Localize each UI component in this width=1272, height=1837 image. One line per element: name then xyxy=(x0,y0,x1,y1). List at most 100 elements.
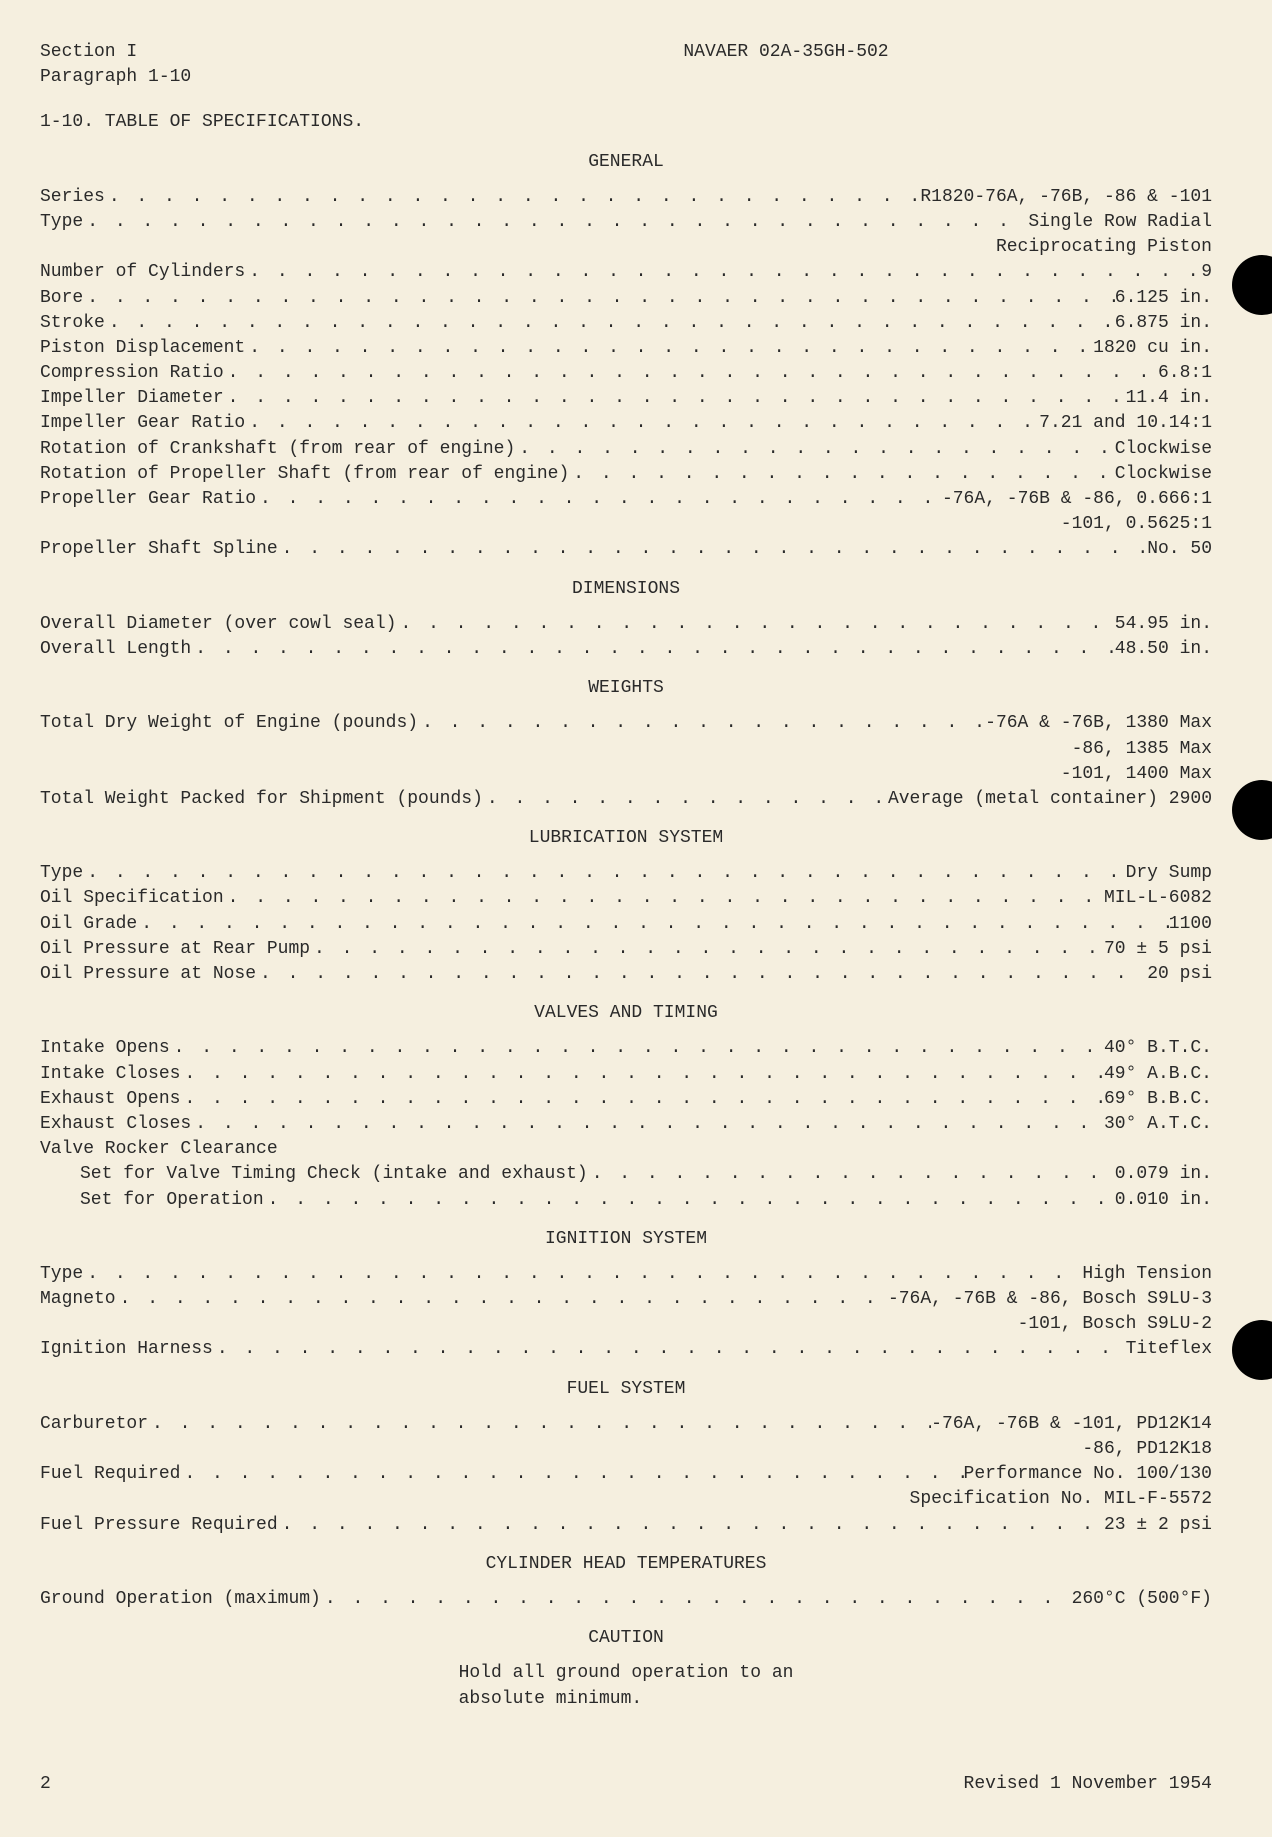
leader-dots: . . . . . . . . . . . . . . . . . . . . … xyxy=(515,437,1115,462)
spec-row: Intake Closes. . . . . . . . . . . . . .… xyxy=(40,1062,1212,1087)
spec-value: 69° B.B.C. xyxy=(1104,1087,1212,1112)
spec-row: Overall Diameter (over cowl seal). . . .… xyxy=(40,612,1212,637)
spec-label: Oil Pressure at Nose xyxy=(40,962,256,987)
spec-group-weights: Total Dry Weight of Engine (pounds). . .… xyxy=(40,711,1212,812)
spec-value: 1100 xyxy=(1169,912,1212,937)
spec-label: Propeller Shaft Spline xyxy=(40,537,278,562)
revision-date: Revised 1 November 1954 xyxy=(964,1772,1212,1797)
spec-row: Set for Operation. . . . . . . . . . . .… xyxy=(40,1188,1212,1213)
spec-group-fuel: Carburetor . . . . . . . . . . . . . . . … xyxy=(40,1412,1212,1538)
section-heading-weights: WEIGHTS xyxy=(40,676,1212,701)
spec-label: Exhaust Closes xyxy=(40,1112,191,1137)
leader-dots: . . . . . . . . . . . . . . . . . . . . … xyxy=(105,311,1115,336)
spec-label: Rotation of Propeller Shaft (from rear o… xyxy=(40,462,569,487)
section-heading-ignition: IGNITION SYSTEM xyxy=(40,1227,1212,1252)
paragraph-label: Paragraph 1-10 xyxy=(40,65,360,90)
spec-value: 49° A.B.C. xyxy=(1104,1062,1212,1087)
spec-group-cht: Ground Operation (maximum). . . . . . . … xyxy=(40,1587,1212,1612)
spec-value: Clockwise xyxy=(1115,437,1212,462)
spec-row: Fuel Required. . . . . . . . . . . . . .… xyxy=(40,1462,1212,1487)
leader-dots: . . . . . . . . . . . . . . . . . . . . … xyxy=(213,1337,1126,1362)
spec-value: -76A, -76B & -101, PD12K14 xyxy=(931,1412,1212,1437)
leader-dots: . . . . . . . . . . . . . . . . . . . . … xyxy=(278,537,1148,562)
leader-dots: . . . . . . . . . . . . . . . . . . . . … xyxy=(180,1462,963,1487)
spec-label: Magneto xyxy=(40,1287,116,1312)
spec-label: Stroke xyxy=(40,311,105,336)
spec-value: 11.4 in. xyxy=(1126,386,1212,411)
spec-row: Oil Pressure at Rear Pump. . . . . . . .… xyxy=(40,937,1212,962)
spec-row: Intake Opens. . . . . . . . . . . . . . … xyxy=(40,1036,1212,1061)
leader-dots: . . . . . . . . . . . . . . . . . . . . … xyxy=(83,286,1115,311)
spec-value: 1820 cu in. xyxy=(1093,336,1212,361)
spec-row: Oil Specification. . . . . . . . . . . .… xyxy=(40,886,1212,911)
leader-dots: . . . . . . . . . . . . . . . . . . . . … xyxy=(224,386,1126,411)
leader-dots: . . . . . . . . . . . . . . . . . . . . … xyxy=(256,962,1147,987)
spec-value: Performance No. 100/130 xyxy=(964,1462,1212,1487)
spec-value: -76A, -76B & -86, 0.666:1 xyxy=(942,487,1212,512)
spec-value: 40° B.T.C. xyxy=(1104,1036,1212,1061)
leader-dots: . . . . . . . . . . . . . . . . . . . . … xyxy=(256,487,942,512)
leader-dots: . . . . . . . . . . . . . . . . . . . . … xyxy=(245,411,1039,436)
leader-dots: . . . . . . . . . . . . . . . . . . . . … xyxy=(83,210,1028,235)
spec-value: 9 xyxy=(1201,260,1212,285)
spec-row: Ground Operation (maximum). . . . . . . … xyxy=(40,1587,1212,1612)
spec-value: -76A, -76B & -86, Bosch S9LU-3 xyxy=(888,1287,1212,1312)
spec-label: Fuel Required xyxy=(40,1462,180,1487)
leader-dots: . . . . . . . . . . . . . . . . . . . . … xyxy=(83,1262,1082,1287)
spec-value: 260°C (500°F) xyxy=(1072,1587,1212,1612)
spec-continuation: Reciprocating Piston xyxy=(40,235,1212,260)
section-heading-lubrication: LUBRICATION SYSTEM xyxy=(40,826,1212,851)
document-number: NAVAER 02A-35GH-502 xyxy=(360,40,1212,90)
caution-block: Hold all ground operation to an absolute… xyxy=(40,1661,1212,1711)
spec-row: Exhaust Opens. . . . . . . . . . . . . .… xyxy=(40,1087,1212,1112)
spec-row: Ignition Harness. . . . . . . . . . . . … xyxy=(40,1337,1212,1362)
spec-label: Intake Closes xyxy=(40,1062,180,1087)
spec-label: Impeller Diameter xyxy=(40,386,224,411)
spec-row: Stroke. . . . . . . . . . . . . . . . . … xyxy=(40,311,1212,336)
spec-value: 70 ± 5 psi xyxy=(1104,937,1212,962)
page-number: 2 xyxy=(40,1772,51,1797)
spec-label: Oil Grade xyxy=(40,912,137,937)
spec-continuation: -86, 1385 Max xyxy=(40,737,1212,762)
leader-dots: . . . . . . . . . . . . . . . . . . . . … xyxy=(191,1112,1104,1137)
spec-row: Propeller Gear Ratio. . . . . . . . . . … xyxy=(40,487,1212,512)
spec-label: Type xyxy=(40,1262,83,1287)
section-heading-valves: VALVES AND TIMING xyxy=(40,1001,1212,1026)
spec-label: Type xyxy=(40,210,83,235)
spec-label: Exhaust Opens xyxy=(40,1087,180,1112)
leader-dots: . . . . . . . . . . . . . . . . . . . . … xyxy=(569,462,1114,487)
spec-value: 6.875 in. xyxy=(1115,311,1212,336)
spec-label: Set for Operation xyxy=(80,1188,264,1213)
spec-row: Bore. . . . . . . . . . . . . . . . . . … xyxy=(40,286,1212,311)
spec-continuation: -86, PD12K18 xyxy=(40,1437,1212,1462)
spec-group-ignition: Type. . . . . . . . . . . . . . . . . . … xyxy=(40,1262,1212,1363)
spec-label: Overall Length xyxy=(40,637,191,662)
spec-row: Total Weight Packed for Shipment (pounds… xyxy=(40,787,1212,812)
spec-value: 0.010 in. xyxy=(1115,1188,1212,1213)
leader-dots: . . . . . . . . . . . . . . . . . . . . … xyxy=(191,637,1115,662)
leader-dots: . . . . . . . . . . . . . . . . . . . . … xyxy=(264,1188,1115,1213)
caution-line: Hold all ground operation to an xyxy=(459,1661,794,1686)
spec-row: Magneto. . . . . . . . . . . . . . . . .… xyxy=(40,1287,1212,1312)
spec-value: -76A & -76B, 1380 Max xyxy=(985,711,1212,736)
spec-label: Carburetor xyxy=(40,1412,148,1437)
spec-label: Rotation of Crankshaft (from rear of eng… xyxy=(40,437,515,462)
spec-row: Impeller Gear Ratio. . . . . . . . . . .… xyxy=(40,411,1212,436)
spec-value: 30° A.T.C. xyxy=(1104,1112,1212,1137)
spec-label: Oil Pressure at Rear Pump xyxy=(40,937,310,962)
spec-row: Oil Grade. . . . . . . . . . . . . . . .… xyxy=(40,912,1212,937)
spec-value: High Tension xyxy=(1082,1262,1212,1287)
spec-label: Total Weight Packed for Shipment (pounds… xyxy=(40,787,483,812)
spec-row: Rotation of Propeller Shaft (from rear o… xyxy=(40,462,1212,487)
spec-group-dimensions: Overall Diameter (over cowl seal). . . .… xyxy=(40,612,1212,662)
spec-value: 7.21 and 10.14:1 xyxy=(1039,411,1212,436)
caution-line: absolute minimum. xyxy=(459,1687,794,1712)
leader-dots: . . . . . . . . . . . . . . . . . . . . … xyxy=(224,361,1158,386)
leader-dots: . . . . . . . . . . . . . . . . . . . . … xyxy=(83,861,1125,886)
spec-label: Intake Opens xyxy=(40,1036,170,1061)
section-heading-fuel: FUEL SYSTEM xyxy=(40,1377,1212,1402)
spec-row: Type. . . . . . . . . . . . . . . . . . … xyxy=(40,861,1212,886)
spec-row: Compression Ratio. . . . . . . . . . . .… xyxy=(40,361,1212,386)
spec-value: 23 ± 2 psi xyxy=(1104,1513,1212,1538)
spec-value: R1820-76A, -76B, -86 & -101 xyxy=(920,185,1212,210)
